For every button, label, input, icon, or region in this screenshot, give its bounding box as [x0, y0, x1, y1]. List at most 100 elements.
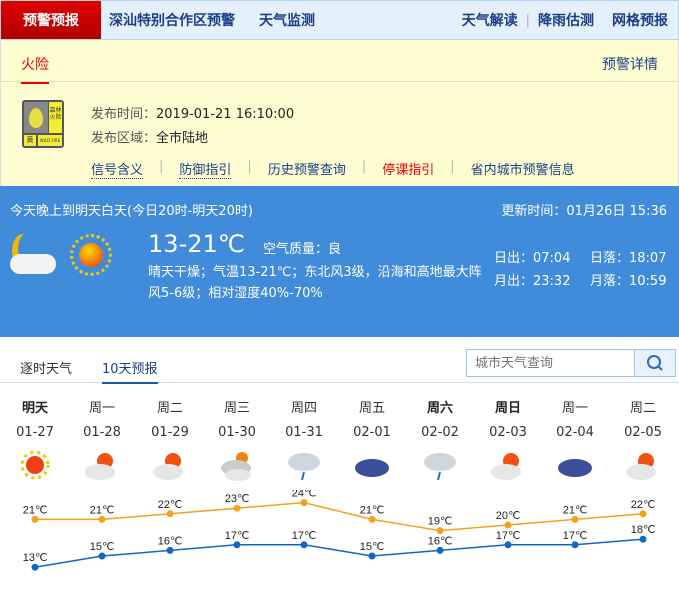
date-label: 01-27 — [16, 425, 54, 440]
high-temp-point — [571, 515, 579, 523]
partly-cloudy-icon — [153, 453, 183, 480]
low-temp-point — [300, 541, 308, 549]
nav-shenshan[interactable]: 深汕特别合作区预警 — [109, 13, 235, 29]
temperature-chart: 21℃ 21℃ 22℃ 23℃ 24℃ 21℃ 19℃ 20℃ 21℃ 22℃ 13℃ 15℃ 16℃ 1… — [23, 490, 656, 571]
top-nav: 预警预报 深汕特别合作区预警 天气监测 天气解读 | 降雨估测 网格预报 — [0, 0, 679, 40]
day-label: 周二 — [629, 401, 656, 416]
high-temp-label: 19℃ — [428, 516, 453, 528]
link-defense[interactable]: 防御指引 — [179, 159, 232, 179]
low-temp-label: 17℃ — [225, 530, 250, 542]
high-temp-label: 24℃ — [292, 490, 317, 500]
high-temp-label: 21℃ — [563, 504, 588, 516]
nav-warning[interactable]: 预警预报 — [1, 1, 101, 39]
link-class-suspension[interactable]: 停课指引 — [382, 163, 435, 178]
low-temp-label: 15℃ — [360, 541, 385, 553]
low-temp-point — [98, 552, 106, 560]
overcast-icon — [355, 459, 389, 477]
low-temp-label: 16℃ — [428, 535, 453, 547]
low-temp-label: 17℃ — [563, 530, 588, 542]
day-label: 周六 — [426, 401, 453, 416]
date-label: 02-05 — [624, 425, 662, 440]
moonset: 月落：10:59 — [590, 274, 667, 289]
low-temp-label: 18℃ — [631, 524, 656, 536]
divider: | — [159, 159, 164, 174]
day-label: 周五 — [358, 401, 385, 416]
low-temp-point — [436, 546, 444, 554]
moonrise: 月出：23:32 — [494, 274, 571, 289]
link-province[interactable]: 省内城市预警信息 — [470, 163, 575, 178]
sunset: 日落：18:07 — [590, 251, 667, 266]
partly-cloudy-icon — [85, 453, 115, 480]
sunny-icon — [20, 450, 50, 480]
divider: | — [525, 12, 530, 28]
sun-icon — [70, 234, 112, 276]
temp-range: 13-21℃ — [148, 230, 245, 258]
date-label: 01-29 — [151, 425, 189, 440]
high-temp-point — [368, 515, 376, 523]
high-temp-point — [233, 504, 241, 512]
tab-10day[interactable]: 10天预报 — [102, 358, 158, 384]
link-history[interactable]: 历史预警查询 — [267, 163, 346, 178]
high-temp-label: 21℃ — [23, 504, 48, 516]
high-temp-point — [504, 521, 512, 529]
moon-cloud-icon — [10, 232, 60, 278]
fire-warning-badge-icon: 森林火险 黄 WILD FIRE — [22, 100, 64, 148]
rain-icon — [424, 453, 456, 481]
divider: | — [450, 159, 455, 174]
divider: | — [361, 159, 367, 174]
aqi-value: 良 — [328, 242, 342, 257]
day-label: 周二 — [156, 401, 183, 416]
tab-fire[interactable]: 火险 — [21, 54, 49, 84]
divider: | — [247, 159, 252, 174]
time-label: 发布时间： — [91, 107, 157, 122]
forecast-period: 今天晚上到明天白天(今日20时-明天20时) — [10, 204, 253, 219]
low-temp-point — [571, 541, 579, 549]
rain-icon — [288, 453, 320, 481]
low-temp-point — [166, 546, 174, 554]
high-temp-label: 22℃ — [158, 499, 183, 511]
day-label: 明天 — [21, 401, 48, 416]
date-label: 02-02 — [421, 425, 459, 440]
update-time: 更新时间：01月26日 15:36 — [501, 204, 667, 219]
warning-detail-link[interactable]: 预警详情 — [602, 57, 658, 73]
link-meaning[interactable]: 信号含义 — [91, 159, 144, 179]
badge-level: 黄 — [24, 135, 36, 146]
low-temp-line — [34, 538, 644, 568]
low-temp-point — [31, 563, 39, 571]
partly-cloudy-icon — [626, 453, 656, 480]
date-label: 01-30 — [218, 425, 256, 440]
nav-rain[interactable]: 降雨估测 — [538, 13, 594, 29]
today-forecast: 今天晚上到明天白天(今日20时-明天20时) 更新时间：01月26日 15:36… — [0, 186, 679, 337]
high-temp-point — [98, 515, 106, 523]
city-search-input[interactable] — [466, 349, 635, 377]
low-temp-label: 16℃ — [158, 535, 183, 547]
low-temp-label: 15℃ — [90, 541, 115, 553]
low-temp-label: 17℃ — [496, 530, 521, 542]
cloudy-icon — [221, 452, 251, 481]
high-temp-label: 23℃ — [225, 493, 250, 505]
badge-en: WILD FIRE — [38, 135, 62, 146]
day-label: 周一 — [88, 401, 115, 416]
high-temp-point — [639, 510, 647, 518]
high-temp-label: 21℃ — [360, 504, 385, 516]
search-button[interactable] — [634, 349, 676, 377]
nav-grid[interactable]: 网格预报 — [612, 13, 668, 29]
high-temp-label: 22℃ — [631, 499, 656, 511]
low-temp-point — [639, 535, 647, 543]
low-temp-label: 17℃ — [292, 530, 317, 542]
high-temp-point — [300, 499, 308, 507]
area-label: 发布区域： — [91, 131, 157, 146]
search-icon — [647, 355, 663, 371]
tab-hourly[interactable]: 逐时天气 — [20, 362, 73, 377]
overcast-icon — [558, 459, 592, 477]
low-temp-label: 13℃ — [23, 552, 48, 564]
partly-cloudy-icon — [491, 453, 521, 480]
day-label: 周日 — [494, 401, 521, 416]
high-temp-label: 20℃ — [496, 510, 521, 522]
sunrise: 日出：07:04 — [494, 251, 571, 266]
nav-interpret[interactable]: 天气解读 — [461, 13, 518, 29]
day-label: 周一 — [561, 401, 588, 416]
low-temp-point — [504, 541, 512, 549]
date-label: 02-04 — [556, 425, 594, 440]
nav-monitor[interactable]: 天气监测 — [259, 13, 315, 29]
